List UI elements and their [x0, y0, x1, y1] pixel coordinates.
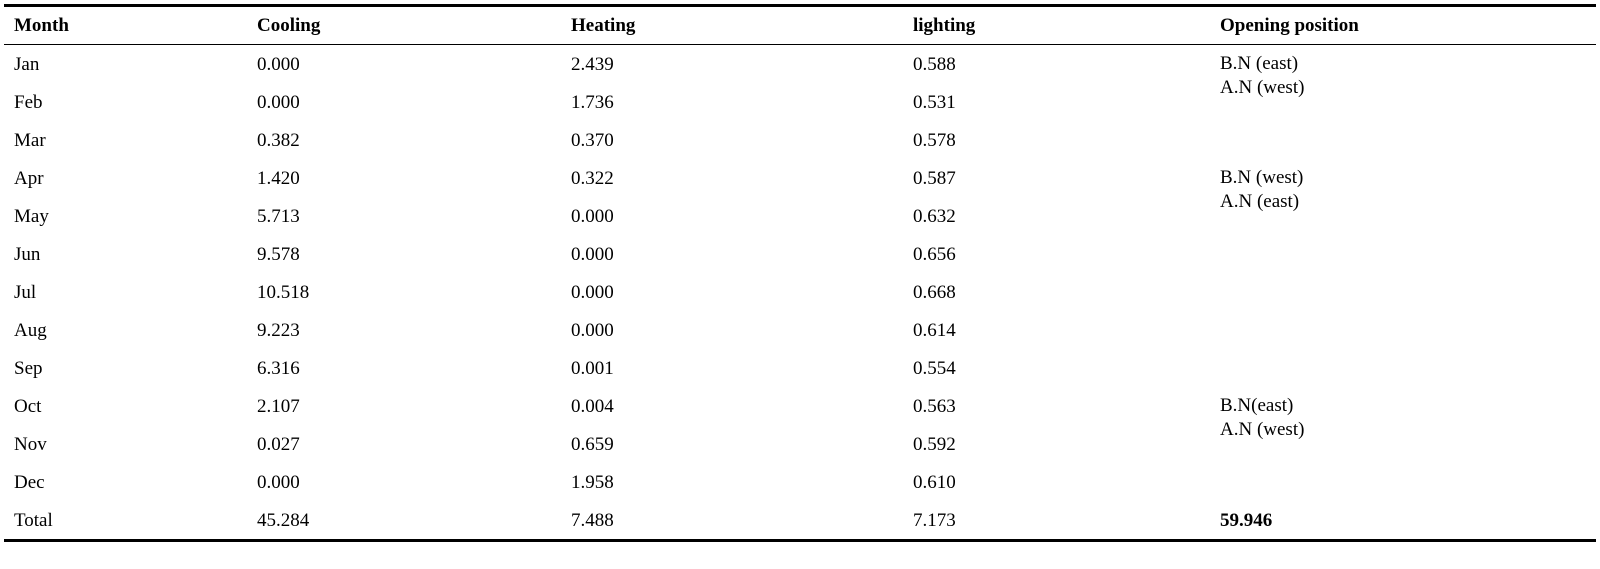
- cell-heating: 0.001: [571, 357, 614, 379]
- cell-lighting: 0.656: [913, 243, 956, 265]
- cell-cooling: 0.027: [257, 433, 300, 455]
- total-cooling: 45.284: [257, 509, 310, 531]
- total-label: Total: [14, 509, 53, 531]
- opening-position-line: A.N (west): [1220, 77, 1305, 98]
- cell-month: Nov: [14, 433, 47, 455]
- opening-position-line: B.N (west): [1220, 167, 1304, 188]
- cell-lighting: 0.668: [913, 281, 956, 303]
- cell-opening-position: B.N(east) A.N (west): [1210, 387, 1596, 501]
- energy-table-container: Month Cooling Heating lighting Opening p…: [4, 4, 1596, 554]
- cell-month: Aug: [14, 319, 47, 341]
- energy-table: Month Cooling Heating lighting Opening p…: [4, 4, 1596, 542]
- cell-opening-position: B.N (east) A.N (west): [1210, 45, 1596, 160]
- cell-heating: 0.000: [571, 281, 614, 303]
- cell-month: Sep: [14, 357, 43, 379]
- table-header: Month Cooling Heating lighting Opening p…: [4, 5, 1596, 45]
- header-lighting: lighting: [913, 14, 976, 36]
- cell-month: Jan: [14, 53, 40, 75]
- cell-cooling: 2.107: [257, 395, 300, 417]
- cell-lighting: 0.554: [913, 357, 956, 379]
- cell-month: Jul: [14, 281, 37, 303]
- header-heating: Heating: [571, 14, 636, 36]
- table-row: Sep 6.316 0.001 0.554: [4, 349, 1596, 387]
- cell-heating: 0.000: [571, 319, 614, 341]
- header-opening-position: Opening position: [1220, 14, 1359, 36]
- header-month: Month: [14, 14, 69, 36]
- cell-cooling: 0.000: [257, 471, 300, 493]
- cell-lighting: 0.578: [913, 129, 956, 151]
- cell-lighting: 0.587: [913, 167, 956, 189]
- cell-heating: 0.000: [571, 243, 614, 265]
- cell-lighting: 0.531: [913, 91, 956, 113]
- table-row: Apr 1.420 0.322 0.587 B.N (west) A.N (ea…: [4, 159, 1596, 212]
- opening-position-line: B.N (east): [1220, 53, 1299, 74]
- opening-position-line: A.N (east): [1220, 191, 1300, 212]
- cell-cooling: 1.420: [257, 167, 300, 189]
- cell-heating: 0.322: [571, 167, 614, 189]
- table-row: Nov 0.027 0.659 0.592: [4, 425, 1596, 463]
- table-row: Jan 0.000 2.439 0.588 B.N (east) A.N (we…: [4, 45, 1596, 98]
- cell-heating: 0.000: [571, 205, 614, 227]
- cell-month: Mar: [14, 129, 46, 151]
- cell-cooling: 0.000: [257, 91, 300, 113]
- cell-month: Jun: [14, 243, 41, 265]
- cell-month: May: [14, 205, 49, 227]
- cell-lighting: 0.563: [913, 395, 956, 417]
- cell-cooling: 9.578: [257, 243, 300, 265]
- table-row: Aug 9.223 0.000 0.614: [4, 311, 1596, 349]
- cell-lighting: 0.614: [913, 319, 956, 341]
- total-heating: 7.488: [571, 509, 614, 531]
- opening-position-line: B.N(east): [1220, 395, 1294, 416]
- table-row: Feb 0.000 1.736 0.531: [4, 83, 1596, 121]
- table-row: Jul 10.518 0.000 0.668: [4, 273, 1596, 311]
- cell-cooling: 9.223: [257, 319, 300, 341]
- cell-lighting: 0.632: [913, 205, 956, 227]
- table-row: Oct 2.107 0.004 0.563 B.N(east) A.N (wes…: [4, 387, 1596, 440]
- cell-opening-position: B.N (west) A.N (east): [1210, 159, 1596, 387]
- table-row: Dec 0.000 1.958 0.610: [4, 463, 1596, 501]
- table-row: May 5.713 0.000 0.632: [4, 197, 1596, 235]
- cell-month: Apr: [14, 167, 44, 189]
- cell-heating: 1.736: [571, 91, 614, 113]
- cell-month: Dec: [14, 471, 45, 493]
- cell-heating: 2.439: [571, 53, 614, 75]
- cell-month: Oct: [14, 395, 42, 417]
- opening-position-line: A.N (west): [1220, 419, 1305, 440]
- cell-heating: 0.370: [571, 129, 614, 151]
- total-overall: 59.946: [1220, 509, 1273, 531]
- cell-cooling: 0.000: [257, 53, 300, 75]
- header-row: Month Cooling Heating lighting Opening p…: [4, 5, 1596, 45]
- cell-heating: 1.958: [571, 471, 614, 493]
- table-body: Jan 0.000 2.439 0.588 B.N (east) A.N (we…: [4, 45, 1596, 541]
- total-row: Total 45.284 7.488 7.173 59.946: [4, 501, 1596, 541]
- cell-lighting: 0.588: [913, 53, 956, 75]
- table-row: Mar 0.382 0.370 0.578: [4, 121, 1596, 159]
- cell-lighting: 0.592: [913, 433, 956, 455]
- cell-heating: 0.004: [571, 395, 614, 417]
- cell-lighting: 0.610: [913, 471, 956, 493]
- cell-heating: 0.659: [571, 433, 614, 455]
- header-cooling: Cooling: [257, 14, 321, 36]
- cell-cooling: 10.518: [257, 281, 310, 303]
- table-row: Jun 9.578 0.000 0.656: [4, 235, 1596, 273]
- cell-month: Feb: [14, 91, 43, 113]
- cell-cooling: 0.382: [257, 129, 300, 151]
- cell-cooling: 5.713: [257, 205, 300, 227]
- total-lighting: 7.173: [913, 509, 956, 531]
- cell-cooling: 6.316: [257, 357, 300, 379]
